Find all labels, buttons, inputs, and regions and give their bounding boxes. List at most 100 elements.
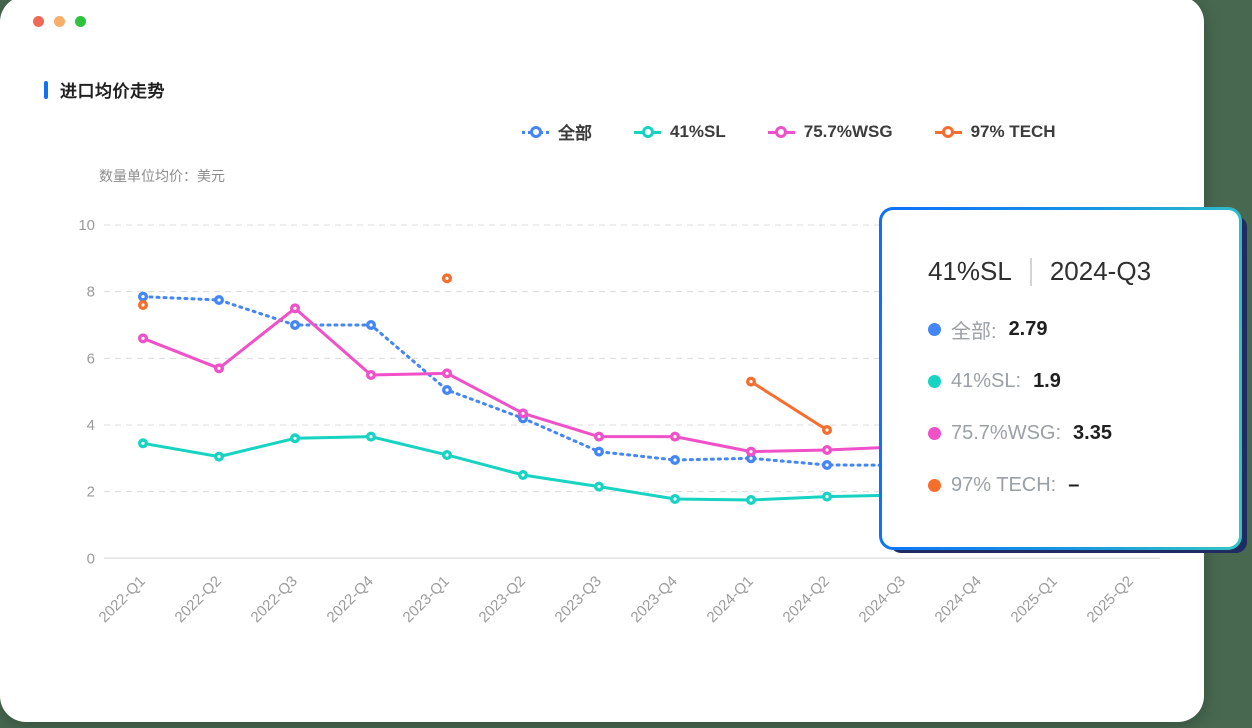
data-point-marker-center	[141, 303, 145, 307]
x-axis-tick-label: 2022-Q2	[172, 573, 225, 626]
tooltip-row: 全部: 2.79	[928, 303, 1239, 355]
x-axis-tick-label: 2025-Q2	[1084, 573, 1137, 626]
series-line-41-sl	[141, 435, 905, 502]
close-button-icon[interactable]	[33, 16, 44, 27]
title-accent-bar	[44, 80, 48, 99]
legend-line-marker-icon	[767, 125, 795, 138]
tooltip-title: 41%SL 2024-Q3	[928, 256, 1239, 287]
series-color-dot-icon	[928, 322, 941, 336]
price-trend-line-chart[interactable]: 0 2 4 6 8 10 2022-Q1 2022-Q2 2022-Q3 2022-Q4 2023-…	[0, 0, 1204, 718]
data-point-marker-center	[445, 276, 449, 280]
y-axis-tick-label: 8	[87, 284, 95, 301]
legend-line-marker-icon	[522, 125, 549, 138]
data-point-marker-center	[597, 485, 601, 489]
data-point-marker-center	[749, 456, 753, 460]
data-point-marker-center	[521, 411, 525, 415]
x-axis-tick-label: 2022-Q3	[248, 573, 301, 626]
x-axis-tick-label: 2025-Q1	[1008, 573, 1061, 626]
chart-tooltip: 41%SL 2024-Q3 全部: 2.79 41%SL: 1.9 75.7%WSG: 3…	[879, 207, 1242, 550]
tooltip-series-name: 41%SL	[928, 256, 1012, 286]
series-color-dot-icon	[928, 478, 941, 492]
y-axis-tick-label: 2	[87, 484, 95, 501]
data-point-marker-center	[217, 455, 221, 459]
x-axis-tick-label: 2022-Q1	[96, 573, 149, 626]
x-axis-tick-label: 2024-Q4	[932, 573, 985, 626]
unit-note: 数量单位均价：美元	[99, 168, 225, 184]
data-point-marker-center	[749, 380, 753, 384]
chart-legend: 全部 41%SL 75.7%WSG 97% TECH	[522, 119, 1056, 144]
data-point-marker-center	[825, 495, 829, 499]
data-point-marker-center	[673, 497, 677, 501]
data-point-marker-center	[597, 435, 601, 439]
data-point-marker-center	[141, 336, 145, 340]
x-axis-tick-label: 2023-Q4	[628, 573, 681, 626]
data-point-marker-center	[445, 388, 449, 392]
data-point-marker-center	[141, 295, 145, 299]
tooltip-title-divider	[1029, 257, 1032, 286]
tooltip-rows: 全部: 2.79 41%SL: 1.9 75.7%WSG: 3.35 97% TECH: –	[928, 303, 1239, 511]
tooltip-series-label: 75.7%WSG:	[951, 421, 1062, 444]
legend-item-label: 97% TECH	[970, 121, 1056, 141]
legend-item-97-tech[interactable]: 97% TECH	[934, 121, 1056, 142]
data-point-marker-center	[597, 450, 601, 454]
data-point-marker-center	[293, 323, 297, 327]
tooltip-row: 75.7%WSG: 3.35	[928, 407, 1239, 459]
tooltip-series-label: 97% TECH:	[951, 473, 1057, 496]
series-color-dot-icon	[928, 426, 941, 440]
tooltip-series-value: 2.79	[1008, 317, 1048, 340]
data-point-marker-center	[141, 441, 145, 445]
data-point-marker-center	[369, 323, 373, 327]
x-axis-tick-label: 2023-Q1	[400, 573, 453, 626]
data-point-marker-center	[217, 366, 221, 370]
y-axis-tick-label: 6	[87, 350, 95, 367]
legend-item-label: 41%SL	[670, 121, 726, 141]
x-axis-tick-label: 2022-Q4	[324, 573, 377, 626]
data-point-marker-center	[825, 448, 829, 452]
minimize-button-icon[interactable]	[54, 16, 65, 27]
tooltip-row: 97% TECH: –	[928, 459, 1239, 511]
section-header: 进口均价走势	[44, 77, 165, 102]
y-axis-tick-label: 10	[78, 217, 95, 234]
legend-item-all[interactable]: 全部	[522, 119, 592, 144]
tooltip-series-label: 41%SL:	[951, 369, 1022, 392]
data-point-marker-center	[445, 453, 449, 457]
data-point-marker-center	[673, 458, 677, 462]
tooltip-series-value: 1.9	[1033, 369, 1061, 392]
tooltip-series-value: 3.35	[1073, 421, 1112, 444]
tooltip-series-label: 全部:	[951, 320, 997, 343]
tooltip-row: 41%SL: 1.9	[928, 355, 1239, 407]
x-axis-tick-label: 2024-Q1	[704, 573, 757, 626]
data-point-marker-center	[217, 298, 221, 302]
page-title: 进口均价走势	[60, 82, 165, 101]
y-axis-tick-label: 0	[87, 550, 95, 567]
legend-item-41-sl[interactable]: 41%SL	[634, 122, 726, 142]
x-axis-tick-label: 2024-Q2	[780, 573, 833, 626]
tooltip-series-value: –	[1068, 473, 1080, 496]
data-point-marker-center	[293, 436, 297, 440]
window-controls	[33, 16, 86, 27]
data-point-marker-center	[825, 428, 829, 432]
data-point-marker-center	[749, 498, 753, 502]
series-line-97-tech	[749, 380, 829, 432]
data-point-marker-center	[293, 306, 297, 310]
legend-line-marker-icon	[634, 125, 661, 138]
series-color-dot-icon	[928, 374, 941, 388]
x-axis-tick-label: 2023-Q2	[476, 573, 529, 626]
data-point-marker-center	[673, 435, 677, 439]
data-point-marker-center	[369, 373, 373, 377]
y-axis-tick-label: 4	[87, 417, 95, 434]
legend-item-label: 75.7%WSG	[803, 121, 893, 141]
legend-line-marker-icon	[934, 125, 962, 138]
zoom-button-icon[interactable]	[75, 16, 86, 27]
tooltip-period: 2024-Q3	[1049, 256, 1152, 286]
series-line--	[141, 295, 905, 467]
data-point-marker-center	[369, 435, 373, 439]
legend-item-label: 全部	[558, 124, 592, 143]
x-axis-tick-label: 2024-Q3	[856, 573, 909, 626]
legend-item-75-7-wsg[interactable]: 75.7%WSG	[767, 121, 893, 142]
series-line-75-7-wsg	[141, 306, 905, 454]
data-point-marker-center	[445, 371, 449, 375]
data-point-marker-center	[825, 463, 829, 467]
data-point-marker-center	[521, 473, 525, 477]
x-axis-tick-label: 2023-Q3	[552, 573, 605, 626]
